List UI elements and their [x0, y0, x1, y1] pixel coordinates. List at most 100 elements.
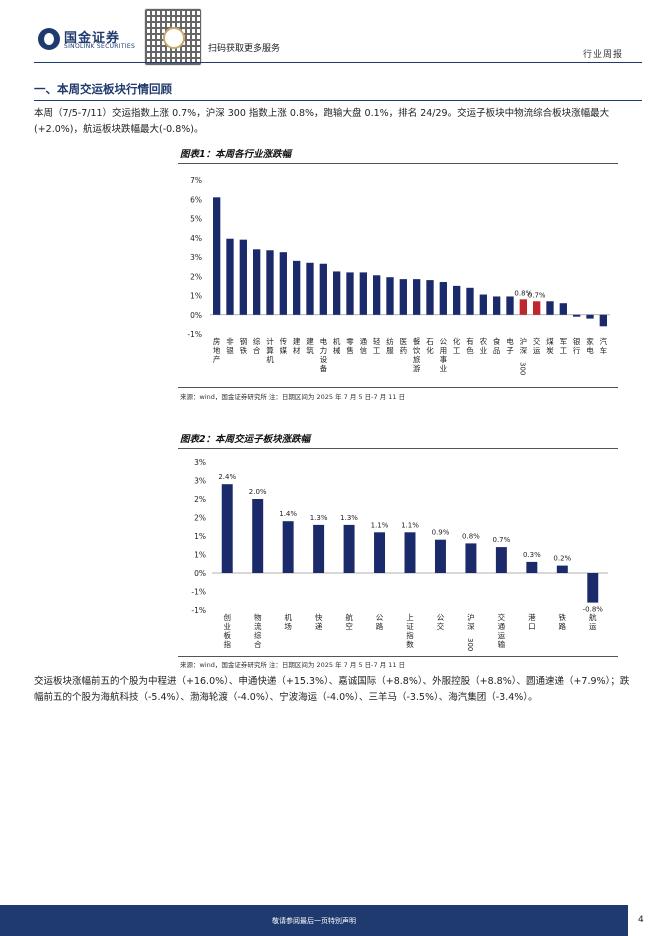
chart2-bar [374, 532, 386, 573]
chart2-category-char: 交 [498, 612, 506, 622]
chart1-data-label: 0.7% [528, 291, 546, 299]
chart1-category-char: 事 [440, 354, 448, 364]
footer-bar [0, 905, 628, 936]
section-divider [34, 100, 642, 101]
chart1-category-char: 银 [226, 346, 234, 355]
chart1-category-char: 通 [360, 336, 368, 346]
chart2-ytick-label: 1% [194, 551, 206, 560]
chart1-category-label: 汽车 [600, 336, 608, 355]
chart2-bar [282, 521, 294, 573]
chart1-category-char: 饮 [413, 345, 421, 355]
chart1-bar [333, 271, 341, 315]
chart1-category-char: 子 [506, 346, 514, 355]
chart1-bar [546, 301, 554, 315]
chart1-category-char: 用 [440, 346, 448, 355]
figure2-bottom-rule [178, 656, 618, 657]
chart2-category-label: 公交 [437, 613, 445, 631]
figure1-top-rule [178, 163, 618, 164]
chart2-category-char: 指 [406, 630, 414, 640]
chart1-category-label: 钢铁 [240, 336, 248, 355]
chart1-category-char: 筑 [306, 345, 314, 355]
chart2-category-char: 交 [437, 621, 445, 631]
chart2-category-char: 流 [254, 621, 262, 631]
chart2-ytick-label: 1% [194, 532, 206, 541]
chart1-category-char: 品 [493, 346, 501, 355]
chart2-data-label: 2.4% [218, 473, 236, 481]
chart1-category-char: 行 [573, 345, 581, 355]
qr-caption: 扫码获取更多服务 [208, 44, 281, 54]
chart1-industry-returns: -1%0%1%2%3%4%5%6%7% 0.8%0.7% 房地产非银钢铁综合计算… [187, 176, 610, 375]
chart2-category-char: 指 [223, 639, 231, 649]
chart1-category-char: 信 [360, 345, 368, 355]
chart2-bar [252, 499, 264, 573]
chart2-category-char: 证 [406, 622, 414, 631]
chart2-data-label: 0.7% [492, 536, 510, 544]
chart2-data-label: 1.1% [371, 521, 389, 529]
chart2-category-char: 口 [528, 622, 536, 631]
chart2-category-char: 路 [559, 621, 567, 631]
chart1-category-char: 车 [600, 345, 608, 355]
chart2-category-char: 空 [345, 621, 353, 631]
chart2-data-label: 0.3% [523, 551, 541, 559]
chart2-ytick-label: -1% [191, 606, 206, 615]
chart1-category-label: 通信 [360, 336, 368, 355]
chart2-category-char: 运 [589, 622, 597, 631]
chart2-bar [587, 573, 599, 603]
chart1-data-label: 0.8% [514, 289, 532, 297]
chart2-category-char: 公 [376, 613, 384, 622]
chart1-category-char: 地 [213, 345, 221, 355]
chart1-category-char: 深 [520, 346, 528, 355]
chart1-category-label: 交运 [533, 336, 541, 355]
figure1-title: 图表1：本周各行业涨跌幅 [180, 149, 292, 160]
chart2-category-char: 合 [254, 639, 262, 649]
chart1-bar [466, 287, 474, 315]
chart1-bar [346, 272, 354, 315]
chart1-category-char: 非 [226, 336, 234, 346]
chart1-category-char: 电 [586, 345, 594, 355]
chart2-category-label: 港口 [528, 612, 536, 631]
chart1-category-char: 工 [453, 346, 461, 355]
chart1-category-label: 有色 [466, 336, 474, 355]
chart1-category-char: 交 [533, 336, 541, 346]
chart2-category-char: 公 [437, 613, 445, 622]
chart1-category-char: 计 [266, 336, 274, 346]
chart2-data-label: 1.3% [340, 514, 358, 522]
chart2-category-label: 沪深 300 [466, 612, 475, 651]
chart2-category-digits: 300 [466, 638, 474, 651]
chart2-category-char: 路 [376, 621, 384, 631]
intro-paragraph: 本周（7/5-7/11）交运指数上涨 0.7%，沪深 300 指数上涨 0.8%… [34, 108, 610, 135]
chart1-category-char: 汽 [600, 336, 608, 346]
chart1-category-char: 设 [320, 354, 328, 364]
chart2-ytick-label: 3% [194, 477, 206, 486]
chart2-bar [404, 532, 416, 573]
chart2-category-char: 港 [528, 612, 536, 622]
chart1-bar [599, 314, 607, 327]
chart1-category-char: 铁 [240, 345, 248, 355]
chart1-category-label: 建材 [293, 336, 301, 355]
chart2-category-label: 公路 [376, 613, 384, 631]
chart1-category-char: 沪 [520, 336, 528, 346]
chart1-category-label: 化工 [453, 336, 461, 355]
chart1-category-label: 食品 [493, 336, 501, 355]
chart1-category-char: 农 [480, 336, 488, 346]
figure2-title: 图表2：本周交运子板块涨跌幅 [180, 434, 311, 445]
chart2-category-char: 数 [406, 639, 414, 649]
chart2-bar [434, 539, 446, 573]
chart1-category-label: 轻工 [373, 336, 381, 355]
chart2-category-char: 递 [315, 621, 323, 631]
chart1-category-label: 沪深 300 [518, 336, 527, 375]
chart1-category-char: 化 [426, 345, 434, 355]
chart1-category-label: 计算机 [266, 336, 274, 364]
chart1-bar [453, 285, 461, 315]
chart2-data-label: -0.8% [583, 606, 604, 614]
chart1-bar [506, 296, 514, 315]
chart2-category-char: 深 [467, 622, 475, 631]
chart2-category-label: 航运 [589, 612, 597, 631]
chart2-category-char: 通 [498, 621, 506, 631]
chart2-category-char: 铁 [559, 612, 567, 622]
stocks-paragraph: 交运板块涨幅前五的个股为中程进（+16.0%）、申通快递（+15.3%）、嘉诚国… [34, 676, 630, 703]
chart1-category-label: 建筑 [306, 336, 314, 355]
